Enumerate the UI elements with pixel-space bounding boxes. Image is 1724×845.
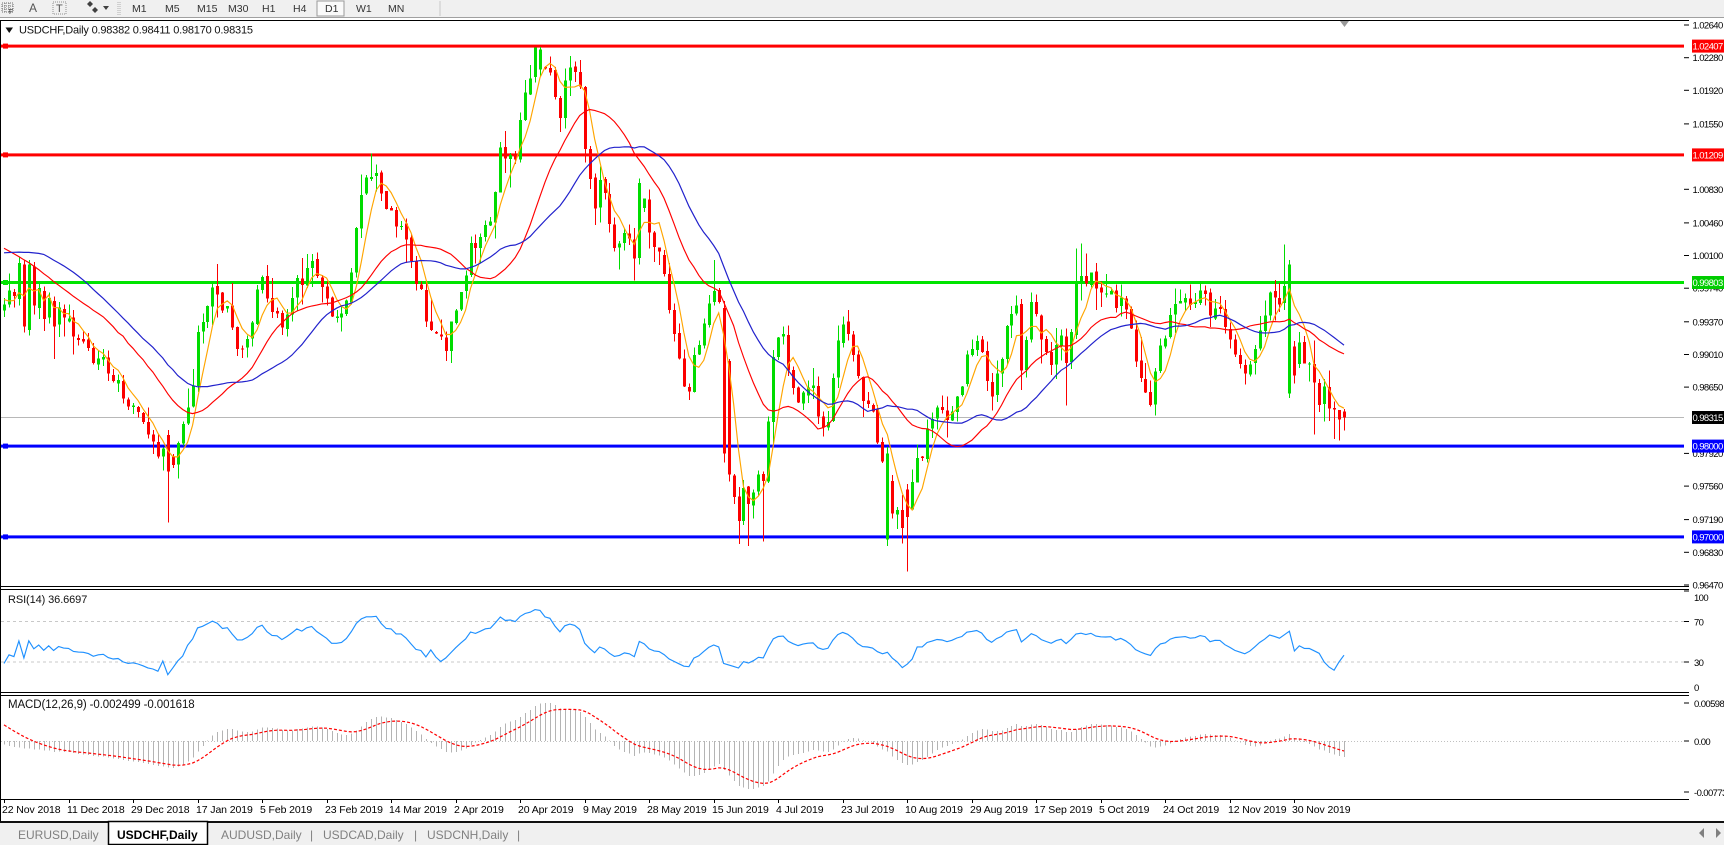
svg-text:M30: M30 bbox=[228, 3, 249, 15]
svg-text:5 Oct 2019: 5 Oct 2019 bbox=[1099, 804, 1150, 816]
svg-text:0.98315: 0.98315 bbox=[1693, 413, 1723, 424]
svg-text:0.00: 0.00 bbox=[1694, 737, 1710, 748]
svg-text:1.00830: 1.00830 bbox=[1693, 185, 1723, 196]
svg-text:T: T bbox=[56, 3, 63, 15]
svg-text:USDCNH,Daily: USDCNH,Daily bbox=[427, 828, 508, 842]
svg-text:-0.00773: -0.00773 bbox=[1694, 788, 1724, 799]
svg-text:30 Nov 2019: 30 Nov 2019 bbox=[1292, 804, 1351, 816]
svg-text:0.97920: 0.97920 bbox=[1693, 449, 1723, 460]
svg-text:H4: H4 bbox=[293, 3, 307, 15]
svg-text:24 Oct 2019: 24 Oct 2019 bbox=[1163, 804, 1219, 816]
svg-text:9 May 2019: 9 May 2019 bbox=[583, 804, 637, 816]
svg-text:M5: M5 bbox=[165, 3, 180, 15]
svg-text:F: F bbox=[9, 9, 13, 16]
svg-text:1.02640: 1.02640 bbox=[1693, 21, 1723, 32]
svg-text:M15: M15 bbox=[197, 3, 218, 15]
svg-text:0.96470: 0.96470 bbox=[1693, 581, 1723, 592]
svg-text:29 Aug 2019: 29 Aug 2019 bbox=[970, 804, 1028, 816]
svg-text:MACD(12,26,9) -0.002499 -0.001: MACD(12,26,9) -0.002499 -0.001618 bbox=[8, 699, 195, 711]
svg-text:2 Apr 2019: 2 Apr 2019 bbox=[454, 804, 504, 816]
svg-text:MN: MN bbox=[388, 3, 404, 15]
svg-text:1.02407: 1.02407 bbox=[1693, 42, 1723, 53]
svg-text:|: | bbox=[414, 828, 417, 842]
svg-text:0: 0 bbox=[1694, 683, 1699, 694]
svg-text:USDCHF,Daily: USDCHF,Daily bbox=[117, 828, 198, 842]
svg-text:0.96830: 0.96830 bbox=[1693, 548, 1723, 559]
svg-text:30: 30 bbox=[1694, 658, 1704, 669]
svg-text:17 Jan 2019: 17 Jan 2019 bbox=[196, 804, 253, 816]
svg-text:1.01920: 1.01920 bbox=[1693, 86, 1723, 97]
svg-text:1.00100: 1.00100 bbox=[1693, 251, 1723, 262]
svg-text:A: A bbox=[29, 1, 37, 15]
svg-text:29 Dec 2018: 29 Dec 2018 bbox=[131, 804, 190, 816]
svg-text:23 Jul 2019: 23 Jul 2019 bbox=[841, 804, 894, 816]
svg-text:M1: M1 bbox=[132, 3, 147, 15]
svg-text:1.02280: 1.02280 bbox=[1693, 53, 1723, 64]
svg-text:17 Sep 2019: 17 Sep 2019 bbox=[1034, 804, 1093, 816]
svg-text:22 Nov 2018: 22 Nov 2018 bbox=[2, 804, 61, 816]
svg-text:10 Aug 2019: 10 Aug 2019 bbox=[905, 804, 963, 816]
svg-text:|: | bbox=[517, 828, 520, 842]
svg-text:4 Jul 2019: 4 Jul 2019 bbox=[776, 804, 824, 816]
svg-text:0.98000: 0.98000 bbox=[1693, 442, 1723, 453]
svg-text:USDCAD,Daily: USDCAD,Daily bbox=[323, 828, 404, 842]
svg-text:28 May 2019: 28 May 2019 bbox=[647, 804, 707, 816]
svg-text:AUDUSD,Daily: AUDUSD,Daily bbox=[221, 828, 302, 842]
svg-text:RSI(14) 36.6697: RSI(14) 36.6697 bbox=[8, 594, 87, 606]
svg-text:D1: D1 bbox=[325, 3, 339, 15]
svg-text:5 Feb 2019: 5 Feb 2019 bbox=[260, 804, 312, 816]
svg-text:20 Apr 2019: 20 Apr 2019 bbox=[518, 804, 574, 816]
svg-text:100: 100 bbox=[1694, 593, 1708, 604]
svg-text:1.00460: 1.00460 bbox=[1693, 218, 1723, 229]
svg-text:0.99010: 0.99010 bbox=[1693, 350, 1723, 361]
svg-text:12 Nov 2019: 12 Nov 2019 bbox=[1228, 804, 1287, 816]
svg-text:EURUSD,Daily: EURUSD,Daily bbox=[18, 828, 99, 842]
svg-text:1.01550: 1.01550 bbox=[1693, 119, 1723, 130]
svg-text:H1: H1 bbox=[262, 3, 276, 15]
svg-text:0.99370: 0.99370 bbox=[1693, 317, 1723, 328]
svg-text:70: 70 bbox=[1694, 618, 1704, 629]
svg-text:W1: W1 bbox=[356, 3, 372, 15]
svg-text:14 Mar 2019: 14 Mar 2019 bbox=[389, 804, 447, 816]
svg-text:0.005986: 0.005986 bbox=[1694, 699, 1724, 710]
svg-text:0.99740: 0.99740 bbox=[1693, 284, 1723, 295]
svg-text:USDCHF,Daily 0.98382 0.98411: USDCHF,Daily 0.98382 0.98411 0.98170 0.9… bbox=[19, 25, 253, 37]
svg-text:0.97560: 0.97560 bbox=[1693, 482, 1723, 493]
svg-text:11 Dec 2018: 11 Dec 2018 bbox=[67, 804, 125, 816]
svg-text:1.01209: 1.01209 bbox=[1693, 150, 1723, 161]
svg-text:0.98650: 0.98650 bbox=[1693, 383, 1723, 394]
svg-text:|: | bbox=[310, 828, 313, 842]
svg-text:0.97000: 0.97000 bbox=[1693, 532, 1723, 543]
svg-text:0.97190: 0.97190 bbox=[1693, 515, 1723, 526]
svg-text:15 Jun 2019: 15 Jun 2019 bbox=[712, 804, 769, 816]
svg-text:23 Feb 2019: 23 Feb 2019 bbox=[325, 804, 383, 816]
svg-text:0.99803: 0.99803 bbox=[1693, 278, 1723, 289]
